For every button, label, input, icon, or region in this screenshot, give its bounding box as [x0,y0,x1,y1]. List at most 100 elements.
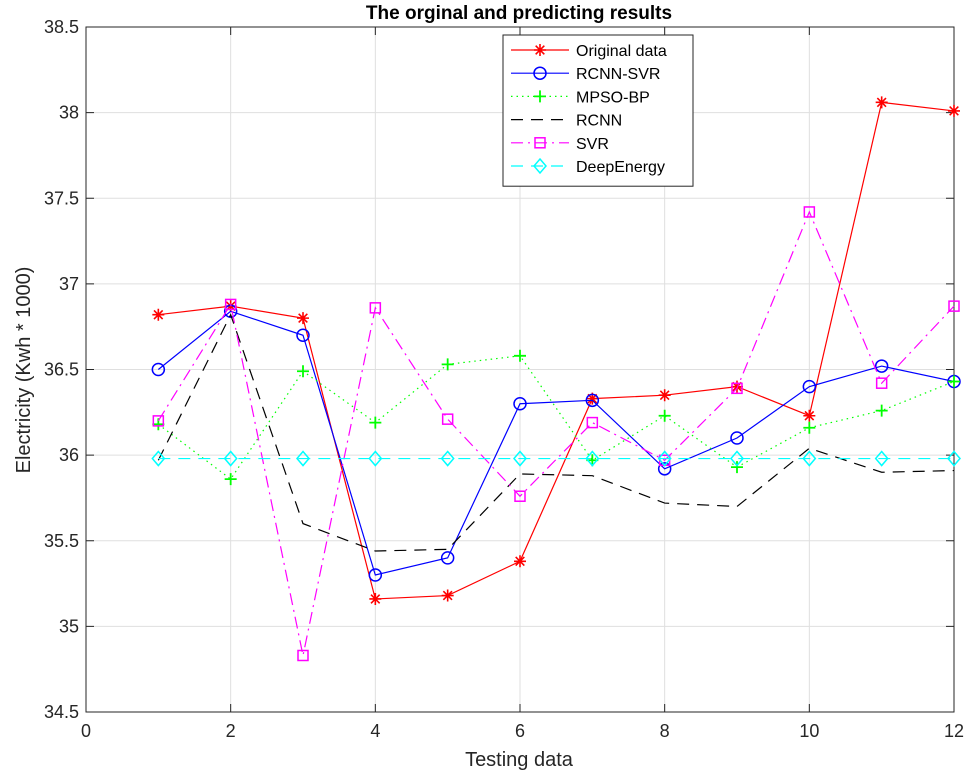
data-point-mpso-bp [948,375,960,388]
series-original-data [152,96,960,605]
legend-label-original-data: Original data [576,43,667,60]
legend-item-deepenergy: DeepEnergy [511,157,665,176]
data-point-mpso-bp [875,404,888,417]
legend-label-svr: SVR [576,136,609,153]
data-point-deepenergy [874,450,889,467]
data-point-svr [731,382,743,395]
x-tick-label: 2 [226,721,236,741]
data-point-deepenergy [802,450,817,467]
data-point-deepenergy [947,450,961,467]
y-tick-label: 38.5 [44,17,79,37]
series-line-mpso-bp [157,355,955,480]
data-point-deepenergy [730,450,744,467]
legend-marker-original-data [534,44,546,56]
chart-title: The orginal and predicting results [366,3,672,24]
series-rcnn-svr [151,304,961,582]
data-point-original-data [803,409,816,422]
legend-item-original-data: Original data [511,43,667,60]
x-tick-label: 12 [944,721,964,741]
data-point-deepenergy [440,450,455,467]
y-tick-label: 37.5 [44,188,79,208]
y-tick-label: 35.5 [44,531,79,551]
data-point-svr [297,649,309,662]
data-point-rcnn-svr [440,551,455,565]
data-point-mpso-bp [224,473,237,486]
data-point-original-data [658,389,671,402]
data-point-rcnn-svr [513,397,527,411]
x-axis-label: Testing data [465,749,574,771]
y-tick-label: 35 [59,616,79,636]
legend-item-rcnn-svr: RCNN-SVR [511,66,660,83]
series-svr [152,206,960,662]
legend-marker-deepenergy [533,157,547,175]
data-point-rcnn-svr [296,328,310,342]
data-point-rcnn-svr [730,431,744,445]
data-point-original-data [948,104,960,117]
data-point-original-data [152,308,165,321]
data-point-mpso-bp [441,358,454,371]
data-point-original-data [731,380,743,393]
data-point-deepenergy [223,450,238,467]
data-point-deepenergy [585,450,600,467]
x-tick-label: 4 [370,721,380,741]
x-tick-label: 6 [515,721,525,741]
data-point-rcnn-svr [802,379,817,394]
data-point-rcnn-svr [585,393,600,408]
legend-label-rcnn: RCNN [576,113,622,130]
data-point-svr [875,377,888,389]
data-point-deepenergy [151,450,166,467]
data-point-original-data [586,392,599,405]
data-point-svr [514,490,526,502]
y-tick-label: 38 [59,103,79,123]
y-axis-label: Electricity (Kwh * 1000) [13,267,35,474]
legend-item-rcnn: RCNN [511,113,622,130]
data-point-svr [586,416,599,429]
data-point-svr [152,415,165,427]
data-point-svr [803,206,816,218]
data-point-mpso-bp [514,349,526,362]
legend-box [502,34,694,187]
series-line-rcnn [157,313,955,552]
legend-label-deepenergy: DeepEnergy [576,159,665,176]
data-point-deepenergy [296,450,310,467]
legend-label-mpso-bp: MPSO-BP [576,89,650,106]
data-point-deepenergy [513,450,527,467]
data-point-mpso-bp [803,421,816,434]
data-point-original-data [369,592,382,605]
data-point-original-data [297,312,309,325]
data-point-mpso-bp [369,416,382,429]
data-point-original-data [514,555,526,568]
legend: Original data RCNN-SVR MPSO-BP RCNN SVR DeepE… [502,34,694,187]
data-point-deepenergy [657,450,672,467]
data-point-svr [369,302,382,314]
legend-item-svr: SVR [511,136,609,153]
x-tick-label: 10 [799,721,819,741]
series-line-svr [157,210,955,656]
data-point-mpso-bp [297,365,309,378]
series-deepenergy [151,450,961,467]
data-point-deepenergy [368,450,383,467]
legend-item-mpso-bp: MPSO-BP [511,89,650,106]
data-point-mpso-bp [731,461,743,474]
series-line-rcnn-svr [157,310,955,576]
data-point-svr [441,413,454,425]
y-tick-label: 36.5 [44,360,79,380]
y-tick-label: 34.5 [44,702,79,722]
series-rcnn [157,313,955,552]
series-line-original-data [158,101,955,600]
data-point-rcnn-svr [151,362,166,377]
legend-marker-rcnn-svr [533,66,547,80]
y-tick-label: 36 [59,445,79,465]
data-point-svr [224,298,237,311]
x-tick-label: 8 [660,721,670,741]
legend-marker-mpso-bp [534,90,546,103]
data-point-original-data [875,96,888,109]
data-point-rcnn-svr [368,568,383,582]
data-point-mpso-bp [658,409,671,422]
data-point-rcnn-svr [874,359,889,373]
legend-marker-svr [534,137,546,149]
data-point-svr [948,300,960,312]
data-point-rcnn-svr [657,462,672,476]
